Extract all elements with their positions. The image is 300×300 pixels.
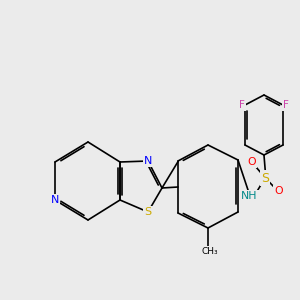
Text: CH₃: CH₃ (201, 247, 218, 256)
Text: N: N (144, 156, 152, 166)
Text: N: N (51, 195, 59, 205)
Text: NH: NH (241, 191, 258, 201)
Text: F: F (239, 100, 245, 110)
Text: O: O (248, 157, 256, 167)
Text: F: F (283, 100, 289, 110)
Text: S: S (144, 207, 152, 217)
Text: S: S (261, 172, 269, 184)
Text: O: O (274, 186, 283, 196)
